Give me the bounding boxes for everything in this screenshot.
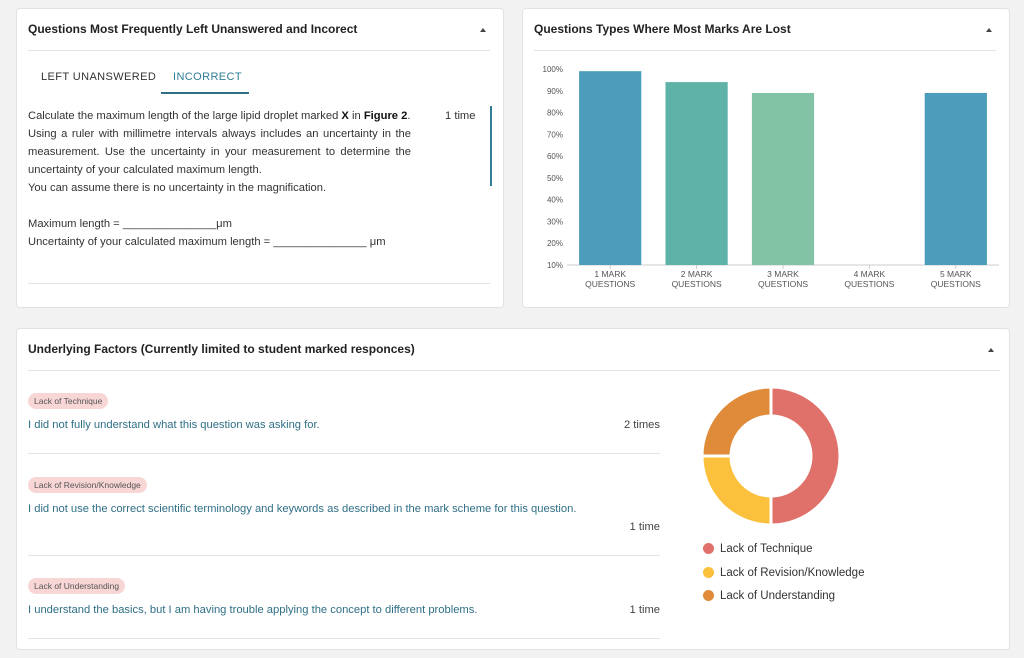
factor-item: Lack of Revision/Knowledge I did not use …: [28, 475, 660, 556]
y-tick-label: 90%: [547, 87, 563, 96]
question-segment: X: [341, 110, 349, 122]
collapse-toggle[interactable]: [480, 28, 486, 32]
x-tick-label: 1 MARK QUESTIONS: [585, 269, 636, 289]
scrollbar[interactable]: [490, 106, 492, 186]
y-tick-label: 50%: [547, 174, 563, 183]
collapse-toggle[interactable]: [986, 28, 992, 32]
x-tick-label: 2 MARK QUESTIONS: [671, 269, 722, 289]
question-segment: Using a ruler with millimetre intervals …: [28, 128, 411, 176]
legend-label: Lack of Technique: [720, 543, 813, 555]
tab-active[interactable]: INCORRECT: [173, 71, 242, 83]
x-tick-label: 4 MARK QUESTIONS: [844, 269, 895, 289]
factor-tag: Lack of Understanding: [28, 578, 126, 594]
y-tick-label: 10%: [547, 261, 563, 270]
marks-panel: Questions Types Where Most Marks Are Los…: [522, 8, 1010, 308]
factor-item: Lack of Understanding I understand the ba…: [28, 576, 660, 639]
factor-text: I did not use the correct scientific ter…: [28, 503, 577, 515]
y-tick-label: 70%: [547, 130, 563, 139]
factors-panel: Underlying Factors (Currently limited to…: [16, 328, 1010, 650]
factor-text: I did not fully understand what this que…: [28, 419, 320, 431]
question-segment: Uncertainty of your calculated maximum l…: [28, 236, 386, 248]
question-paragraph: Calculate the maximum length of the larg…: [28, 107, 411, 125]
factor-count: 1 time: [629, 521, 660, 533]
question-segment: .: [407, 110, 411, 122]
question-paragraph: Using a ruler with millimetre intervals …: [28, 125, 411, 179]
x-tick-label: 3 MARK QUESTIONS: [757, 269, 809, 289]
donut-segment: [700, 385, 773, 458]
panel-title: Questions Types Where Most Marks Are Los…: [534, 22, 791, 36]
factor-tag: Lack of Revision/Knowledge: [28, 477, 147, 493]
legend-label: Lack of Understanding: [720, 590, 836, 602]
legend-label: Lack of Revision/Knowledge: [720, 566, 865, 579]
legend-swatch: [703, 566, 714, 578]
question-segment: in: [348, 110, 364, 122]
bar-chart: 10% 20% 30% 40% 50% 60% 70% 80% 90% 100%: [543, 65, 999, 270]
y-tick-label: 60%: [547, 152, 563, 161]
divider: [28, 453, 660, 454]
legend-swatch: [703, 590, 714, 601]
y-tick-label: 30%: [547, 217, 563, 226]
factor-count: 2 times: [623, 419, 660, 431]
divider: [28, 370, 1000, 371]
tab-underline: [161, 92, 249, 94]
y-tick-label: 80%: [547, 109, 563, 118]
question-paragraph: Uncertainty of your calculated maximum l…: [28, 233, 411, 251]
question-segment: You can assume there is no uncertainty i…: [28, 182, 327, 194]
divider: [28, 283, 490, 284]
collapse-toggle[interactable]: [988, 348, 994, 352]
bar: [665, 82, 728, 265]
tab[interactable]: LEFT UNANSWERED: [41, 71, 157, 83]
bar: [924, 92, 987, 265]
donut-chart: [700, 385, 842, 527]
question-segment: Maximum length = _______________μm: [28, 218, 232, 230]
question-segment: Calculate the maximum length of the larg…: [28, 110, 342, 122]
y-tick-label: 40%: [547, 196, 563, 205]
divider: [28, 50, 490, 51]
x-tick-label: 5 MARK QUESTIONS: [930, 269, 981, 289]
legend-item: Lack of Understanding: [703, 590, 835, 602]
question-text: Calculate the maximum length of the larg…: [28, 107, 411, 251]
donut-segment: [700, 454, 773, 527]
question-segment: Figure 2: [363, 110, 408, 122]
divider: [534, 50, 996, 51]
donut-segment: [769, 385, 842, 527]
panel-title: Questions Most Frequently Left Unanswere…: [28, 22, 358, 36]
y-tick-label: 100%: [543, 65, 563, 74]
question-paragraph: You can assume there is no uncertainty i…: [28, 179, 411, 197]
panel-title: Underlying Factors (Currently limited to…: [28, 342, 415, 356]
factor-item: Lack of Technique I did not fully underst…: [28, 391, 660, 454]
bar: [579, 71, 642, 265]
factor-text: I understand the basics, but I am having…: [28, 604, 478, 616]
count: 1 time: [445, 110, 476, 122]
legend-item: Lack of Technique: [703, 543, 813, 555]
divider: [28, 555, 660, 556]
divider: [28, 638, 660, 639]
factor-count: 1 time: [629, 604, 660, 616]
question-paragraph: Maximum length = _______________μm: [28, 215, 411, 233]
legend-swatch: [703, 543, 714, 554]
legend-item: Lack of Revision/Knowledge: [703, 566, 865, 579]
factor-tag: Lack of Technique: [28, 393, 109, 409]
y-tick-label: 20%: [547, 239, 563, 248]
questions-panel: Questions Most Frequently Left Unanswere…: [16, 8, 504, 308]
bar: [751, 92, 815, 265]
